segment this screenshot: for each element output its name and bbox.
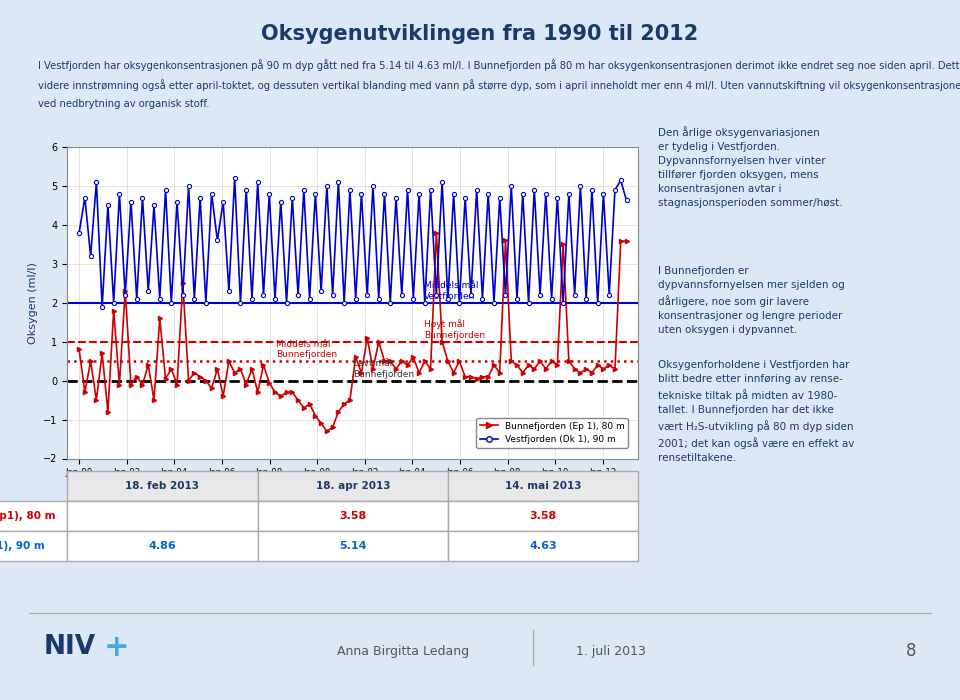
Vestfjorden (Dk 1), 90 m xyxy=(587,186,598,194)
Y-axis label: Oksygen (ml/l): Oksygen (ml/l) xyxy=(28,262,37,344)
Text: Oksygenutviklingen fra 1990 til 2012: Oksygenutviklingen fra 1990 til 2012 xyxy=(261,25,699,45)
Text: Anna Birgitta Ledang: Anna Birgitta Ledang xyxy=(337,645,469,657)
Text: Lavt mål
Bunnefjorden: Lavt mål Bunnefjorden xyxy=(353,359,414,379)
Text: I Bunnefjorden er
dypvannsfornyelsen mer sjelden og
dårligere, noe som gir laver: I Bunnefjorden er dypvannsfornyelsen mer… xyxy=(658,266,845,335)
Bunnefjorden (Ep 1), 80 m xyxy=(587,369,598,377)
Text: Oksygenforholdene i Vestfjorden har
blitt bedre etter innføring av rense-
teknis: Oksygenforholdene i Vestfjorden har blit… xyxy=(658,360,854,463)
Vestfjorden (Dk 1), 90 m xyxy=(228,174,240,182)
Text: NIV: NIV xyxy=(43,634,95,661)
Bunnefjorden (Ep 1), 80 m xyxy=(148,396,159,405)
Vestfjorden (Dk 1), 90 m xyxy=(240,186,252,194)
Bunnefjorden (Ep 1), 80 m xyxy=(431,228,443,237)
Legend: Bunnefjorden (Ep 1), 80 m, Vestfjorden (Dk 1), 90 m: Bunnefjorden (Ep 1), 80 m, Vestfjorden (… xyxy=(476,418,628,448)
Vestfjorden (Dk 1), 90 m xyxy=(621,196,633,204)
Text: 8: 8 xyxy=(906,642,917,660)
Text: Den årlige oksygenvariasjonen
er tydelig i Vestfjorden.
Dypvannsfornyelsen hver : Den årlige oksygenvariasjonen er tydelig… xyxy=(658,126,842,208)
Vestfjorden (Dk 1), 90 m xyxy=(154,295,165,303)
Bunnefjorden (Ep 1), 80 m xyxy=(373,337,385,346)
Vestfjorden (Dk 1), 90 m xyxy=(362,290,373,299)
Bunnefjorden (Ep 1), 80 m xyxy=(309,412,321,420)
Bunnefjorden (Ep 1), 80 m xyxy=(356,369,368,377)
Line: Vestfjorden (Dk 1), 90 m: Vestfjorden (Dk 1), 90 m xyxy=(77,176,629,309)
Bunnefjorden (Ep 1), 80 m xyxy=(321,427,332,435)
Text: 1. juli 2013: 1. juli 2013 xyxy=(576,645,646,657)
Vestfjorden (Dk 1), 90 m xyxy=(73,228,84,237)
Text: I Vestfjorden har oksygenkonsentrasjonen på 90 m dyp gått ned fra 5.14 til 4.63 : I Vestfjorden har oksygenkonsentrasjonen… xyxy=(38,60,960,71)
Bunnefjorden (Ep 1), 80 m xyxy=(228,369,240,377)
Bunnefjorden (Ep 1), 80 m xyxy=(73,345,84,354)
Text: videre innstrømning også etter april-toktet, og dessuten vertikal blanding med v: videre innstrømning også etter april-tok… xyxy=(38,79,960,91)
Bunnefjorden (Ep 1), 80 m xyxy=(621,237,633,246)
Vestfjorden (Dk 1), 90 m xyxy=(96,302,108,311)
Text: Middels mål
Vestfjorden: Middels mål Vestfjorden xyxy=(424,281,479,301)
Vestfjorden (Dk 1), 90 m xyxy=(379,190,391,198)
Text: ved nedbrytning av organisk stoff.: ved nedbrytning av organisk stoff. xyxy=(38,99,210,108)
Text: Middels mål
Bunnefjorden: Middels mål Bunnefjorden xyxy=(276,340,337,359)
Vestfjorden (Dk 1), 90 m xyxy=(321,182,332,190)
Text: Høyt mål
Bunnefjorden: Høyt mål Bunnefjorden xyxy=(424,319,486,339)
Text: +: + xyxy=(104,633,130,662)
Line: Bunnefjorden (Ep 1), 80 m: Bunnefjorden (Ep 1), 80 m xyxy=(77,230,629,433)
